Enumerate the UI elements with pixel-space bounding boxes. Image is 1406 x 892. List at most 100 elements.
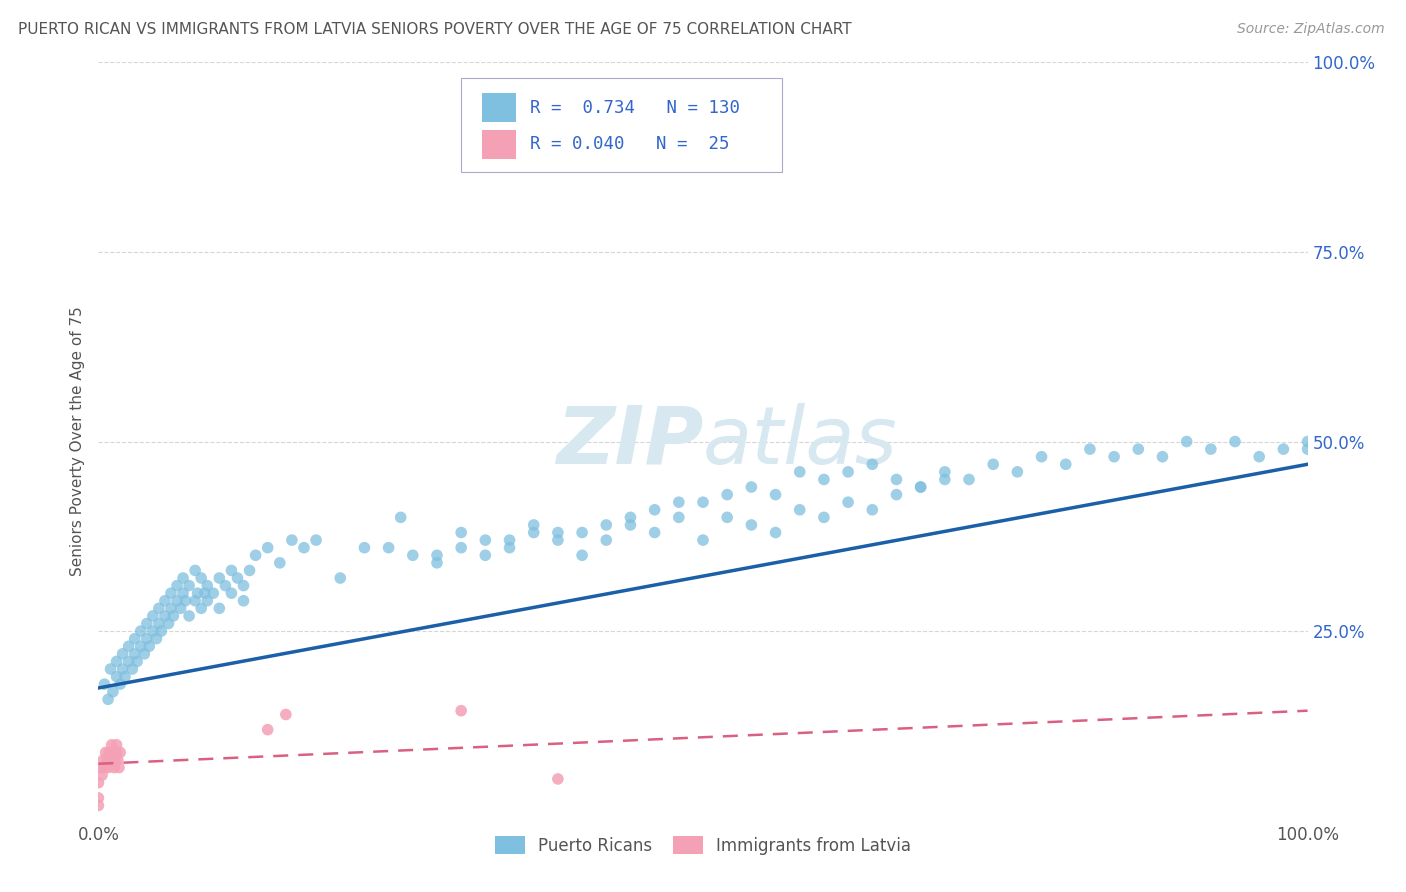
Point — [179, 579, 201, 593]
Point — [101, 746, 124, 760]
Point — [547, 533, 569, 548]
Point — [860, 458, 883, 472]
Point — [166, 594, 188, 608]
Point — [101, 685, 124, 699]
Point — [150, 624, 173, 639]
Point — [426, 556, 449, 570]
Point — [450, 541, 472, 555]
Point — [160, 586, 183, 600]
Point — [523, 517, 546, 532]
Point — [1102, 450, 1125, 464]
Point — [108, 677, 131, 691]
Point — [595, 517, 617, 532]
Point — [111, 647, 134, 661]
Point — [860, 503, 883, 517]
Point — [135, 632, 157, 646]
Point — [256, 723, 278, 737]
Point — [353, 541, 375, 555]
Y-axis label: Seniors Poverty Over the Age of 75: Seniors Poverty Over the Age of 75 — [69, 307, 84, 576]
Point — [97, 760, 120, 774]
Point — [765, 487, 787, 501]
Point — [124, 632, 146, 646]
Point — [886, 473, 908, 487]
Point — [619, 510, 641, 524]
Point — [100, 753, 122, 767]
Point — [208, 571, 231, 585]
Point — [498, 533, 520, 548]
FancyBboxPatch shape — [461, 78, 782, 172]
Point — [104, 753, 127, 767]
Point — [1249, 450, 1271, 464]
Point — [281, 533, 304, 548]
Point — [813, 510, 835, 524]
Point — [114, 669, 136, 683]
Point — [91, 768, 114, 782]
Point — [103, 760, 125, 774]
Point — [94, 746, 117, 760]
Point — [87, 791, 110, 805]
Point — [93, 760, 115, 774]
Point — [90, 760, 112, 774]
Point — [1031, 450, 1053, 464]
Point — [957, 473, 980, 487]
Point — [87, 776, 110, 790]
Point — [498, 541, 520, 555]
Point — [789, 503, 811, 517]
Point — [274, 707, 297, 722]
Point — [1272, 442, 1295, 457]
Point — [402, 548, 425, 563]
Text: R = 0.040   N =  25: R = 0.040 N = 25 — [530, 136, 730, 153]
Point — [108, 760, 131, 774]
Point — [153, 608, 176, 623]
Point — [740, 480, 762, 494]
Point — [96, 753, 118, 767]
Bar — [482, 129, 516, 159]
Point — [305, 533, 328, 548]
Point — [142, 608, 165, 623]
Point — [740, 517, 762, 532]
Point — [644, 525, 666, 540]
Point — [450, 704, 472, 718]
Point — [190, 601, 212, 615]
Point — [184, 564, 207, 578]
Point — [910, 480, 932, 494]
Point — [105, 738, 128, 752]
Point — [97, 692, 120, 706]
Point — [145, 632, 167, 646]
Point — [179, 608, 201, 623]
Point — [245, 548, 267, 563]
Point — [934, 465, 956, 479]
Point — [129, 639, 152, 653]
Point — [108, 746, 131, 760]
Point — [153, 594, 176, 608]
Point — [118, 639, 141, 653]
Point — [138, 639, 160, 653]
Point — [148, 616, 170, 631]
Point — [166, 579, 188, 593]
Point — [100, 662, 122, 676]
Point — [523, 525, 546, 540]
Point — [837, 465, 859, 479]
Point — [91, 753, 114, 767]
Point — [148, 601, 170, 615]
Text: ZIP: ZIP — [555, 402, 703, 481]
Point — [134, 647, 156, 661]
Point — [1007, 465, 1029, 479]
Point — [571, 525, 593, 540]
Point — [127, 655, 149, 669]
Point — [172, 571, 194, 585]
Point — [105, 669, 128, 683]
Point — [195, 594, 218, 608]
Point — [214, 579, 236, 593]
Point — [208, 601, 231, 615]
Point — [232, 579, 254, 593]
Point — [668, 495, 690, 509]
Point — [1054, 458, 1077, 472]
Point — [292, 541, 315, 555]
Point — [135, 616, 157, 631]
Point — [716, 487, 738, 501]
Point — [595, 533, 617, 548]
Point — [118, 655, 141, 669]
Point — [226, 571, 249, 585]
Point — [232, 594, 254, 608]
